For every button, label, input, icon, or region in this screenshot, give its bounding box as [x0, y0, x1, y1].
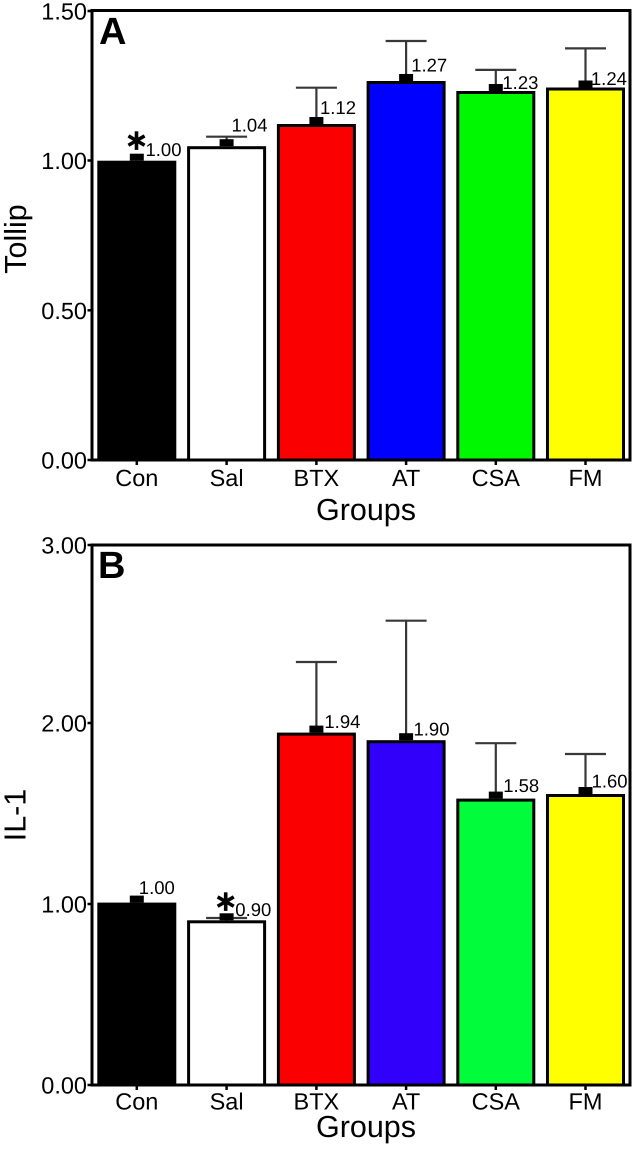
svg-text:1.60: 1.60 [592, 771, 628, 792]
svg-text:3.00: 3.00 [41, 533, 87, 559]
svg-text:1.00: 1.00 [139, 877, 175, 898]
svg-text:1.23: 1.23 [502, 72, 538, 93]
svg-text:1.27: 1.27 [411, 54, 447, 75]
svg-text:CSA: CSA [472, 465, 521, 491]
svg-text:1.04: 1.04 [232, 115, 268, 136]
svg-text:0.00: 0.00 [41, 1073, 87, 1099]
svg-text:0.50: 0.50 [41, 298, 87, 324]
svg-text:1.90: 1.90 [414, 718, 450, 739]
svg-text:1.50: 1.50 [41, 0, 87, 25]
svg-text:Sal: Sal [210, 465, 244, 491]
svg-text:Sal: Sal [210, 1089, 244, 1115]
svg-text:Groups: Groups [316, 493, 416, 527]
svg-text:AT: AT [392, 465, 420, 491]
svg-text:2.00: 2.00 [41, 711, 87, 737]
svg-text:1.00: 1.00 [41, 148, 87, 174]
svg-text:Tollip: Tollip [0, 204, 33, 274]
svg-text:A: A [99, 11, 126, 53]
svg-text:1.94: 1.94 [324, 711, 360, 732]
svg-text:Con: Con [115, 465, 158, 491]
svg-text:B: B [98, 545, 125, 587]
svg-text:1.24: 1.24 [591, 68, 627, 89]
svg-text:IL-1: IL-1 [0, 789, 33, 842]
svg-text:1.00: 1.00 [41, 892, 87, 918]
svg-text:AT: AT [392, 1089, 420, 1115]
svg-text:FM: FM [569, 465, 603, 491]
svg-text:0.00: 0.00 [41, 448, 87, 474]
svg-text:1.58: 1.58 [503, 775, 539, 796]
svg-text:CSA: CSA [472, 1089, 521, 1115]
svg-text:FM: FM [569, 1089, 603, 1115]
svg-text:0.90: 0.90 [235, 899, 271, 920]
svg-text:BTX: BTX [294, 465, 340, 491]
svg-text:1.00: 1.00 [146, 139, 182, 160]
svg-text:1.12: 1.12 [320, 97, 356, 118]
svg-text:Groups: Groups [316, 1110, 416, 1144]
svg-text:BTX: BTX [294, 1089, 340, 1115]
svg-text:Con: Con [115, 1089, 158, 1115]
